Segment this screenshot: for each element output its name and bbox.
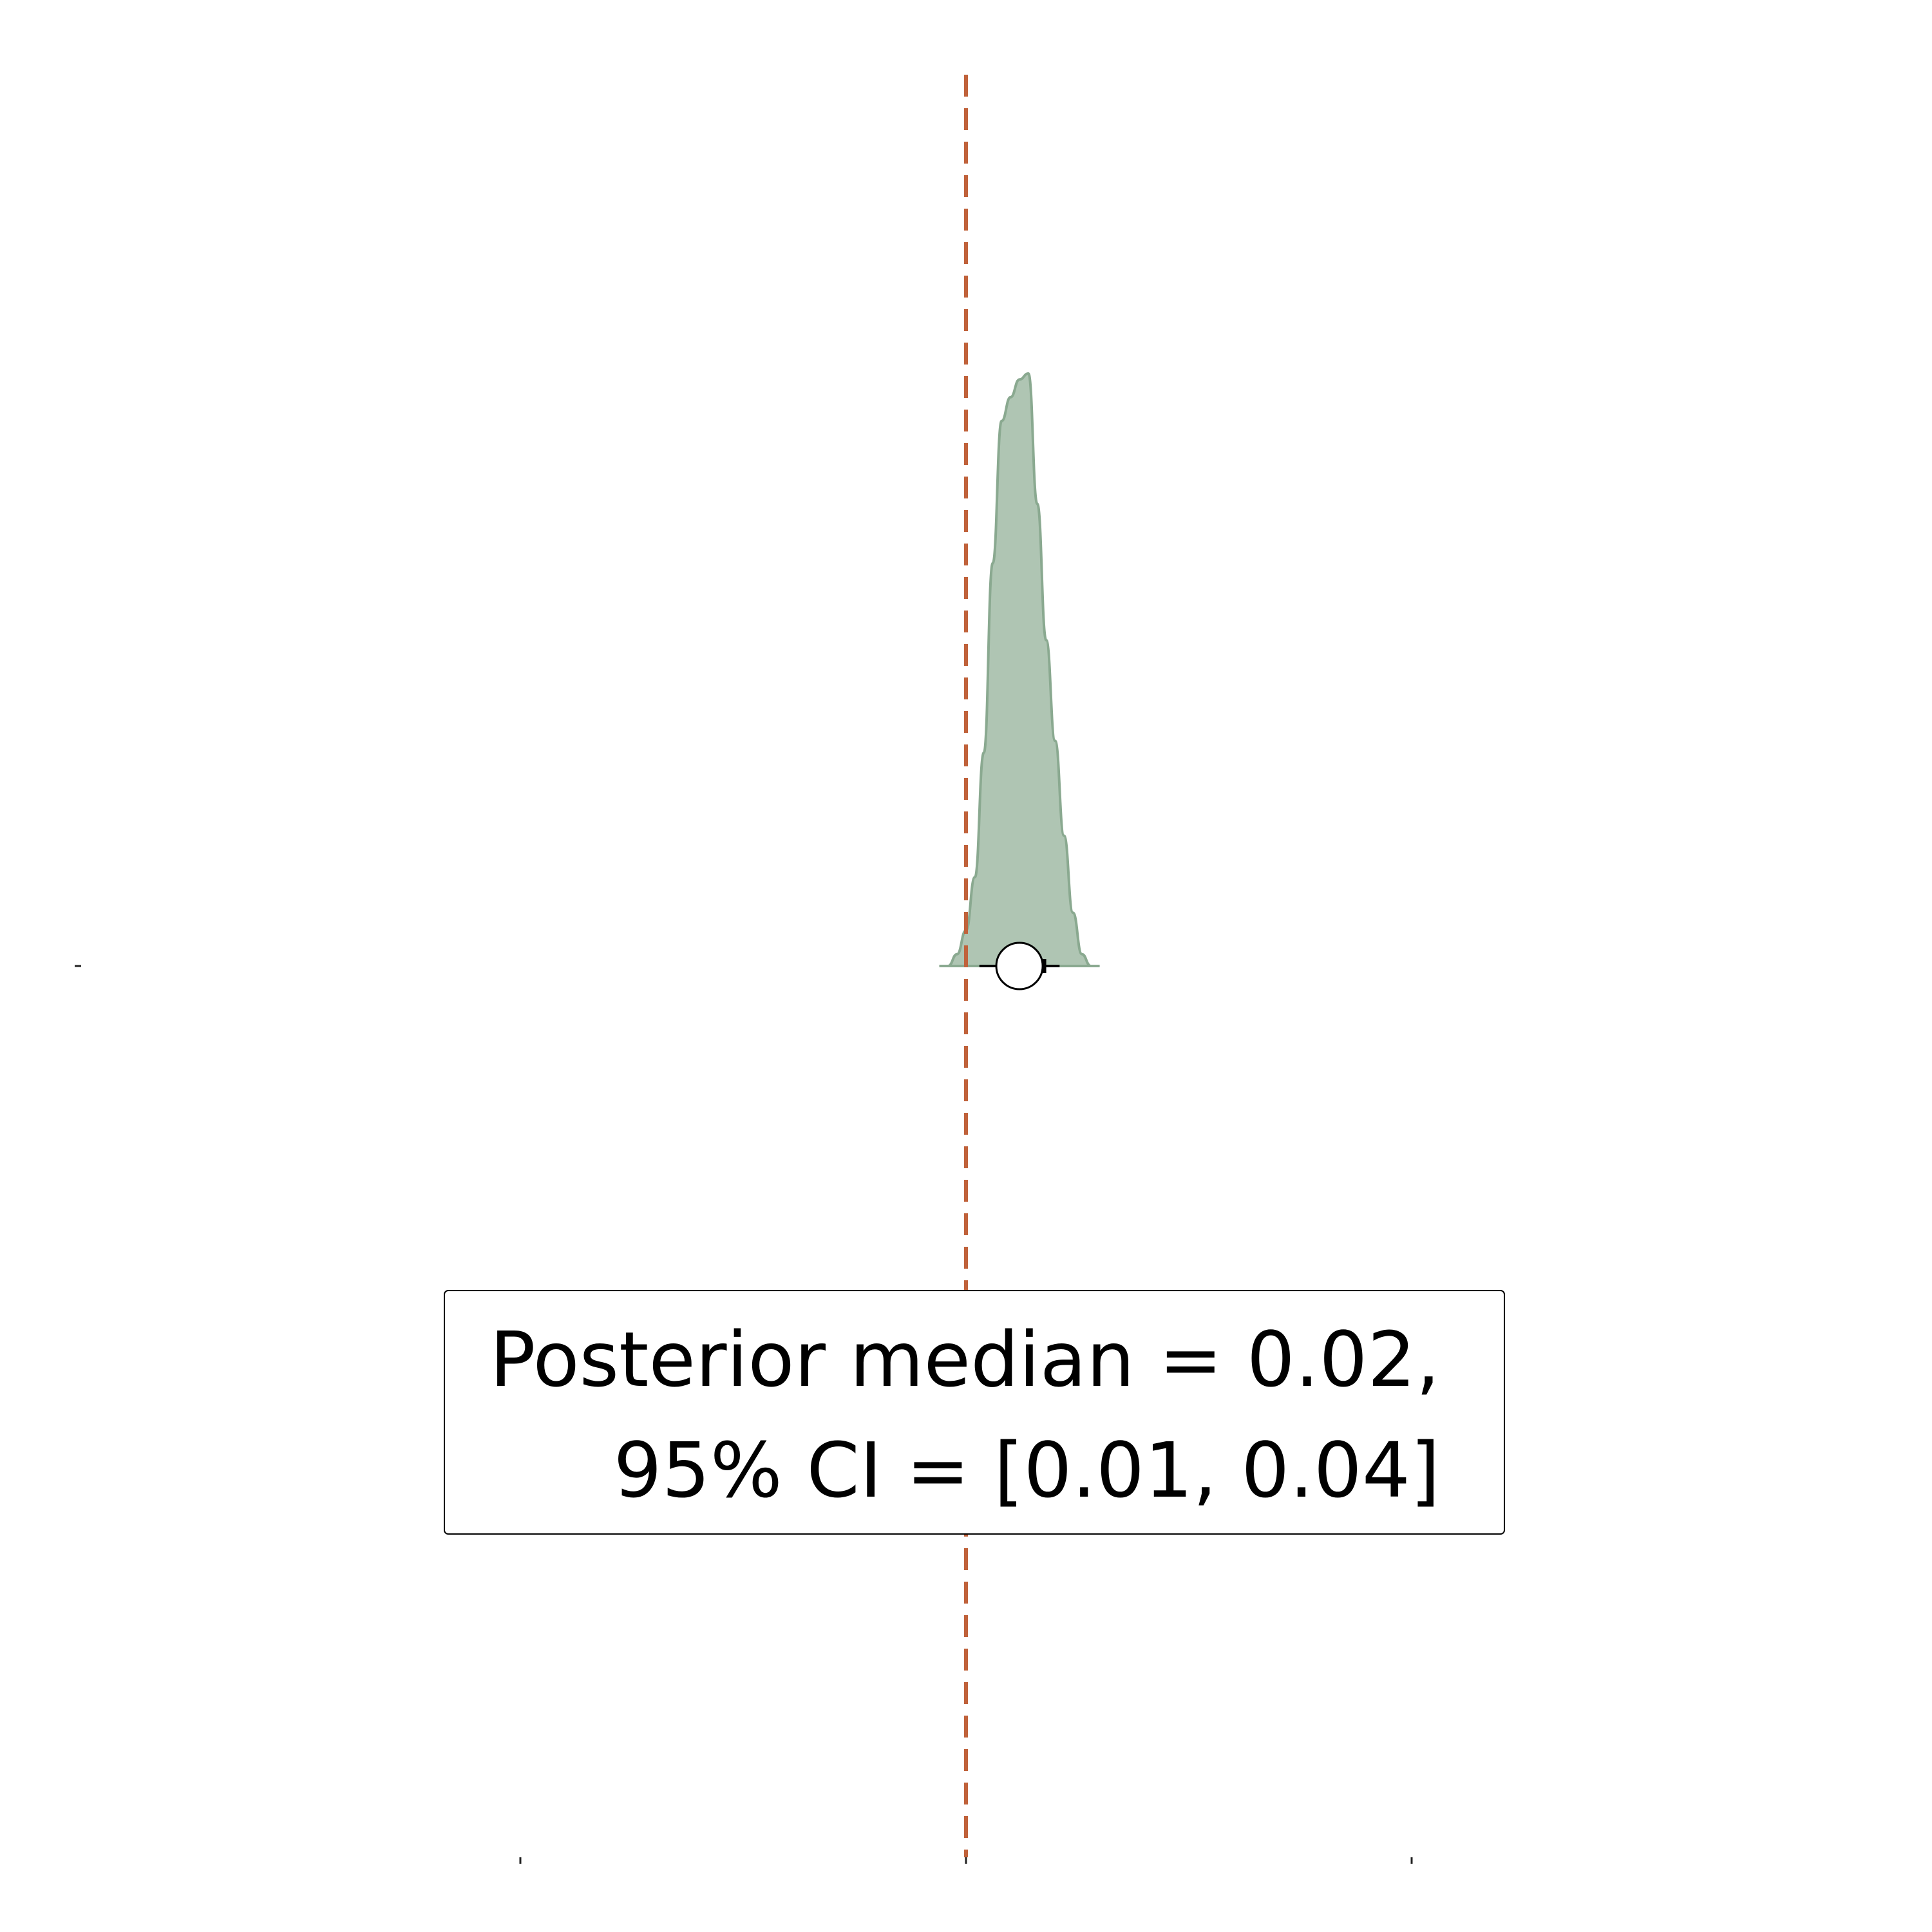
density-layer [939, 372, 1100, 967]
interval-layer [979, 942, 1060, 990]
point-estimate-marker [995, 942, 1044, 990]
annotation-line-2: 95% CI = [0.01, 0.04] [614, 1426, 1440, 1515]
axis-ticks [75, 965, 1413, 1864]
annotation-box: Posterior median = 0.02, 95% CI = [0.01,… [444, 1290, 1505, 1535]
density-curve [939, 372, 1100, 967]
annotation-line-1: Posterior median = 0.02, [490, 1315, 1440, 1404]
annotation-box-frame [444, 1290, 1505, 1535]
